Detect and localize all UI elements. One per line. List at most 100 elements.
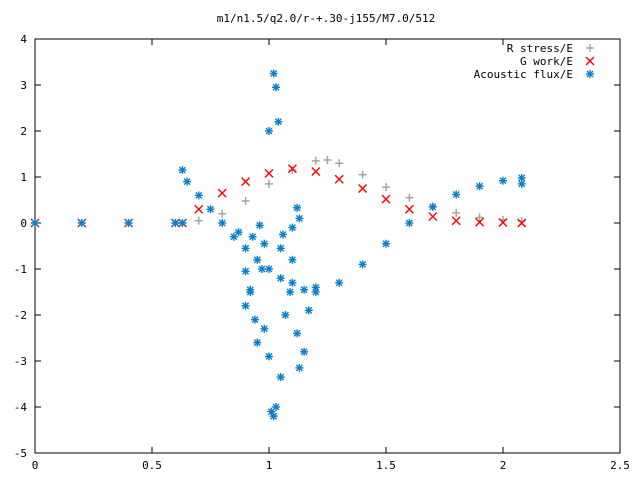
data-point bbox=[241, 177, 251, 187]
y-tick-label: 0 bbox=[20, 217, 27, 230]
data-point bbox=[218, 219, 227, 227]
data-point bbox=[178, 219, 187, 227]
series-2 bbox=[31, 69, 526, 421]
data-point bbox=[452, 208, 461, 217]
data-point bbox=[300, 285, 309, 294]
data-point bbox=[194, 204, 204, 214]
y-tick-label: -4 bbox=[14, 401, 28, 414]
data-point bbox=[260, 324, 269, 333]
data-marks bbox=[30, 69, 527, 421]
data-point bbox=[382, 183, 390, 192]
y-tick-label: -3 bbox=[14, 355, 27, 368]
data-point bbox=[241, 244, 250, 253]
data-point bbox=[265, 265, 273, 273]
data-point bbox=[323, 155, 332, 164]
data-point bbox=[265, 352, 273, 361]
axis-ticks: 0 0.5 1 1.5 2 2.5 -5 -4 -3 -2 -1 0 1 2 3 4 bbox=[14, 33, 630, 472]
data-point bbox=[269, 69, 278, 78]
data-point bbox=[517, 179, 526, 188]
data-point bbox=[405, 193, 414, 202]
data-point bbox=[281, 311, 290, 319]
data-point bbox=[194, 216, 203, 225]
data-point bbox=[300, 347, 309, 356]
data-point bbox=[265, 179, 273, 188]
data-point bbox=[311, 166, 321, 176]
data-point bbox=[276, 274, 285, 283]
data-point bbox=[260, 239, 269, 248]
data-point bbox=[272, 83, 281, 92]
data-point bbox=[293, 329, 302, 338]
data-point bbox=[194, 191, 203, 200]
data-point bbox=[206, 205, 215, 214]
data-point bbox=[288, 278, 297, 287]
data-point bbox=[255, 221, 264, 230]
series-0 bbox=[31, 155, 526, 227]
data-point bbox=[178, 166, 187, 175]
data-point bbox=[517, 218, 527, 228]
data-point bbox=[475, 182, 484, 191]
chart-title: m1/n1.5/q2.0/r-+.30-j155/M7.0/512 bbox=[217, 12, 436, 25]
data-point bbox=[475, 217, 485, 227]
data-point bbox=[334, 174, 344, 184]
data-point bbox=[248, 232, 257, 241]
data-point bbox=[428, 202, 437, 211]
data-point bbox=[31, 219, 39, 227]
data-point bbox=[218, 209, 227, 218]
data-point bbox=[288, 166, 297, 175]
data-point bbox=[274, 117, 283, 126]
y-tick-label: -5 bbox=[14, 447, 27, 460]
series-1 bbox=[30, 164, 527, 228]
x-tick-label: 1 bbox=[266, 459, 273, 472]
data-point bbox=[124, 219, 133, 227]
data-point bbox=[288, 255, 297, 264]
x-tick-label: 1.5 bbox=[376, 459, 396, 472]
x-tick-label: 2 bbox=[500, 459, 507, 472]
data-point bbox=[382, 239, 390, 248]
data-point bbox=[276, 373, 285, 382]
data-point bbox=[253, 338, 262, 347]
plot-frame bbox=[34, 38, 621, 454]
data-point bbox=[241, 267, 250, 276]
legend-marker bbox=[586, 70, 594, 78]
data-point bbox=[241, 301, 250, 310]
data-point bbox=[253, 255, 262, 264]
data-point bbox=[287, 164, 297, 174]
data-point bbox=[241, 196, 250, 205]
data-point bbox=[265, 127, 273, 135]
y-tick-label: 2 bbox=[20, 125, 27, 138]
data-point bbox=[358, 170, 367, 179]
y-tick-label: 4 bbox=[20, 33, 27, 46]
data-point bbox=[404, 204, 414, 214]
data-point bbox=[311, 283, 320, 292]
data-point bbox=[335, 159, 344, 168]
data-point bbox=[311, 156, 320, 165]
y-tick-label: 3 bbox=[20, 79, 27, 92]
y-tick-label: 1 bbox=[20, 171, 27, 184]
data-point bbox=[286, 288, 295, 296]
data-point bbox=[269, 412, 278, 421]
legend-label: R stress/E bbox=[507, 42, 573, 55]
x-tick-label: 0.5 bbox=[142, 459, 162, 472]
data-point bbox=[246, 285, 255, 294]
legend-marker bbox=[586, 44, 594, 52]
data-point bbox=[234, 228, 243, 237]
data-point bbox=[183, 177, 192, 186]
data-point bbox=[276, 244, 285, 253]
y-tick-label: -2 bbox=[14, 309, 27, 322]
data-point bbox=[405, 219, 414, 227]
data-point bbox=[304, 306, 313, 315]
x-tick-label: 2.5 bbox=[610, 459, 630, 472]
data-point bbox=[295, 363, 304, 372]
x-tick-label: 0 bbox=[32, 459, 39, 472]
data-point bbox=[358, 184, 368, 193]
data-point bbox=[381, 194, 391, 204]
y-tick-label: -1 bbox=[14, 263, 27, 276]
data-point bbox=[295, 214, 304, 223]
data-point bbox=[335, 278, 344, 287]
data-point bbox=[272, 403, 281, 411]
data-point bbox=[451, 216, 461, 226]
legend-label: G work/E bbox=[520, 55, 573, 68]
data-point bbox=[293, 203, 302, 212]
data-point bbox=[475, 213, 484, 222]
